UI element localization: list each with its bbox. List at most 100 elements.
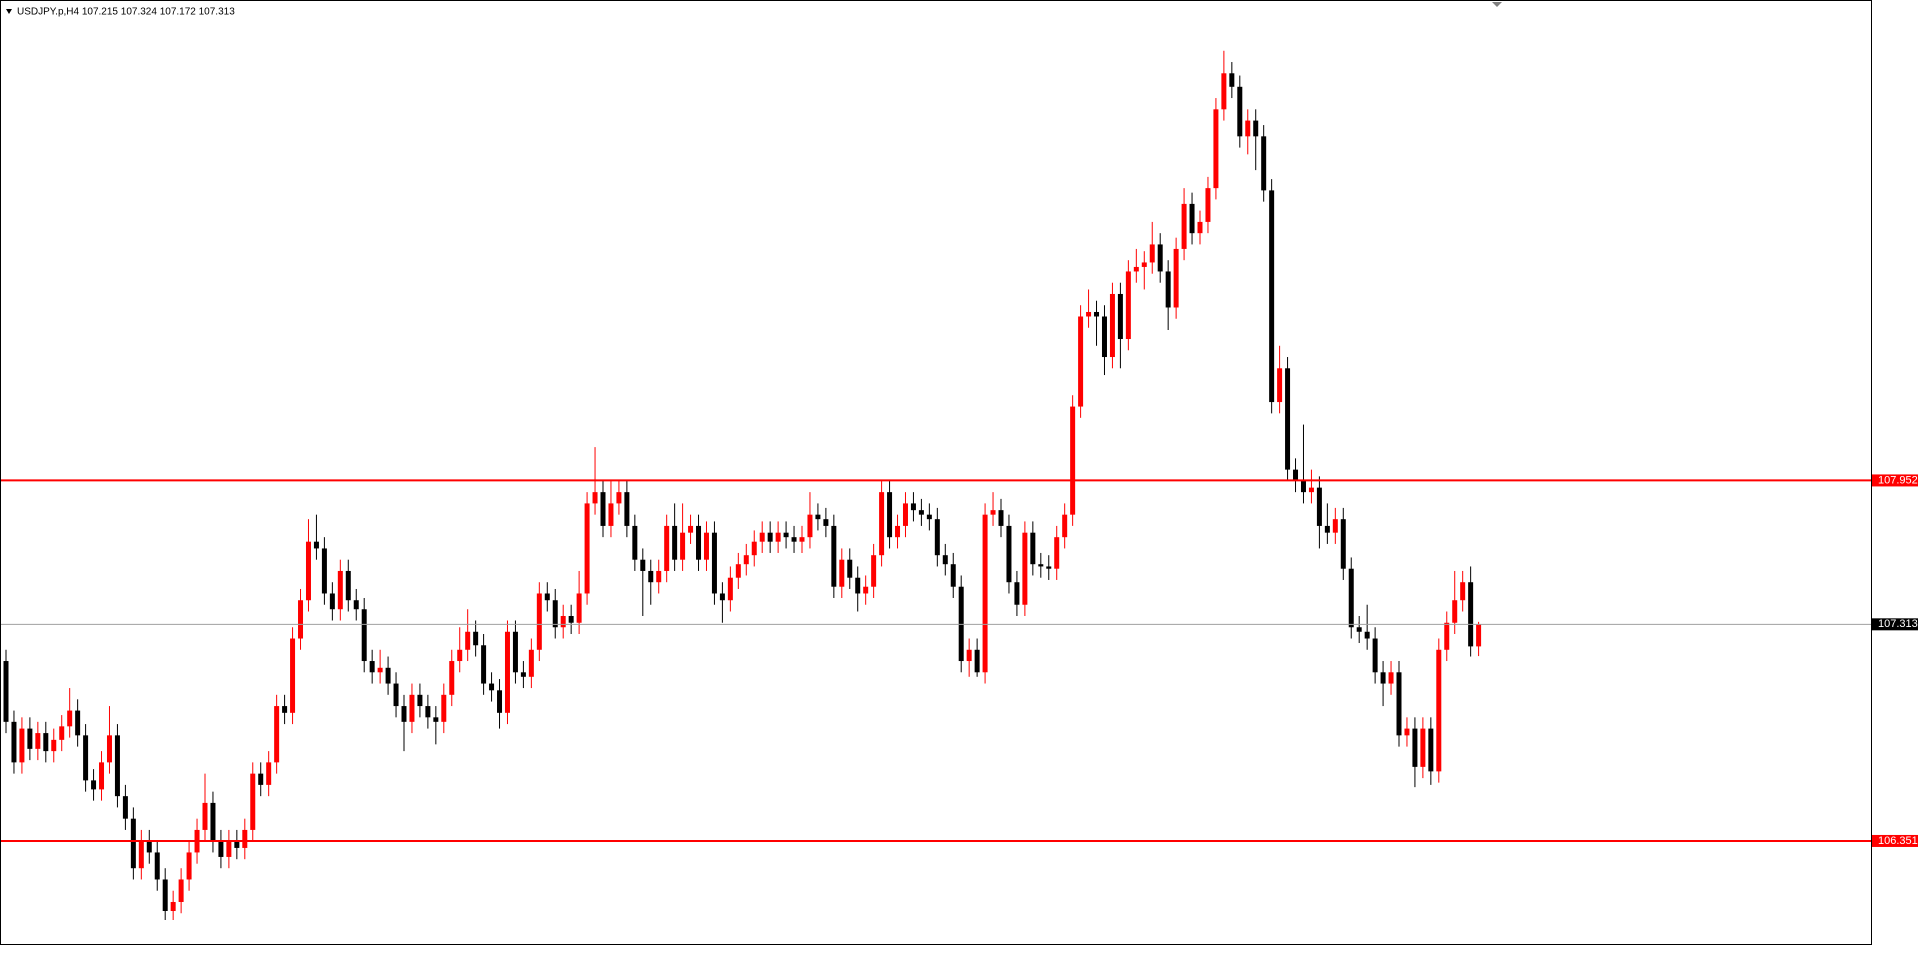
candle-body — [11, 721, 17, 763]
candle-body — [1261, 136, 1267, 191]
candle-body — [1054, 537, 1060, 569]
candle-body — [640, 559, 646, 571]
candle-body — [1404, 728, 1410, 736]
candle-body — [282, 706, 288, 713]
candle-body — [178, 879, 184, 902]
candle-body — [266, 762, 272, 785]
candle-body — [138, 841, 144, 869]
candle-body — [1285, 368, 1291, 470]
candle-body — [1380, 672, 1386, 684]
candle-body — [791, 537, 797, 542]
candle-body — [106, 735, 112, 763]
candle-body — [59, 726, 65, 740]
candle-body — [879, 492, 885, 556]
scroll-marker — [1492, 2, 1502, 7]
candle-body — [122, 796, 128, 819]
candle-body — [1308, 487, 1314, 493]
candle-body — [377, 667, 383, 673]
candle-body — [1428, 728, 1434, 772]
candle-body — [385, 667, 391, 684]
candle-body — [51, 739, 57, 752]
candle-body — [1022, 532, 1028, 605]
candle-body — [807, 514, 813, 538]
candle-body — [218, 841, 224, 857]
candle-body — [680, 532, 686, 560]
candle-body — [1324, 525, 1330, 533]
candle-body — [1340, 519, 1346, 569]
candle-body — [584, 503, 590, 594]
candle-body — [1109, 293, 1115, 358]
candle-body — [552, 600, 558, 628]
candle-body — [489, 683, 495, 691]
candle-body — [99, 762, 105, 790]
candle-body — [91, 780, 97, 790]
candle-body — [258, 773, 264, 785]
candle-body — [926, 514, 932, 520]
candle-body — [847, 559, 853, 578]
candle-body — [839, 559, 845, 587]
candle-body — [162, 879, 168, 911]
candle-body — [441, 694, 447, 722]
candle-body — [1300, 480, 1306, 493]
title-icon — [6, 9, 12, 14]
candle-body — [369, 661, 375, 673]
candle-body — [1460, 582, 1466, 601]
candle-body — [1277, 368, 1283, 403]
candle-body — [902, 503, 908, 526]
candle-body — [1189, 203, 1195, 234]
candle-body — [664, 525, 670, 571]
candle-body — [1348, 568, 1354, 628]
candle-body — [1014, 582, 1020, 605]
candle-body — [290, 638, 296, 713]
candle-body — [305, 541, 311, 601]
candle-body — [1452, 600, 1458, 623]
candle-body — [990, 510, 996, 515]
candle-body — [1141, 262, 1147, 267]
candle-body — [576, 593, 582, 623]
candle-body — [186, 852, 192, 880]
candle-body — [337, 570, 343, 610]
candle-body — [910, 503, 916, 511]
candle-body — [592, 492, 598, 504]
candle-body — [298, 600, 304, 639]
plot-frame — [0, 0, 1872, 945]
candle-body — [1237, 86, 1243, 137]
candle-body — [719, 593, 725, 601]
candle-body — [1173, 248, 1179, 308]
candle-body — [568, 615, 574, 623]
candle-body — [767, 532, 773, 542]
candle-body — [743, 555, 749, 565]
candle-body — [528, 649, 534, 677]
candle-body — [536, 593, 542, 650]
candle-body — [863, 586, 869, 594]
candle-body — [831, 525, 837, 587]
candle-body — [433, 717, 439, 722]
candle-body — [656, 570, 662, 583]
candle-body — [1070, 406, 1076, 515]
candle-body — [1197, 221, 1203, 234]
candle-body — [600, 492, 606, 526]
candle-body — [473, 631, 479, 646]
candle-body — [1436, 649, 1442, 772]
candle-body — [242, 829, 248, 848]
candle-body — [934, 519, 940, 556]
candle-body — [146, 841, 152, 853]
candle-body — [1372, 638, 1378, 673]
candle-body — [35, 733, 41, 749]
candle-body — [1213, 109, 1219, 189]
candle-body — [1030, 532, 1036, 565]
candle-body — [1221, 73, 1227, 110]
candle-body — [1078, 316, 1084, 407]
candle-body — [727, 577, 733, 601]
candle-body — [1149, 244, 1155, 263]
candle-body — [871, 555, 877, 587]
chart-title: USDJPY.p,H4 107.215 107.324 107.172 107.… — [17, 7, 235, 18]
candle-body — [974, 649, 980, 673]
candle-body — [1101, 316, 1107, 358]
candle-body — [353, 600, 359, 610]
candle-body — [417, 694, 423, 707]
candle-body — [210, 802, 216, 842]
candle-body — [1253, 120, 1259, 137]
